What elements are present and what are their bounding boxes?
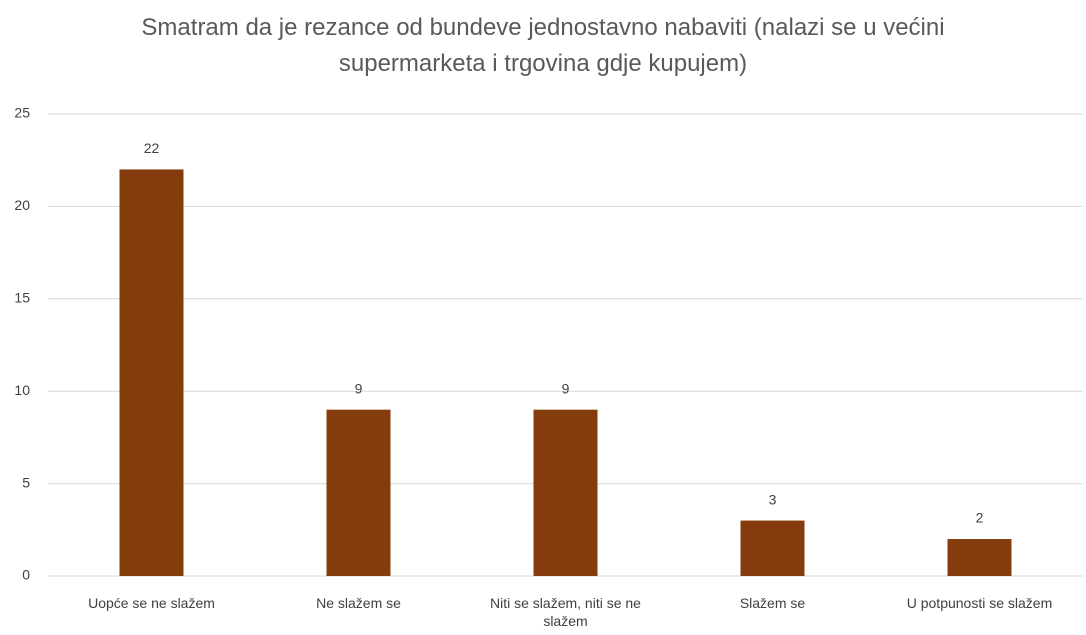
data-label: 9: [355, 380, 363, 396]
y-tick-label: 20: [14, 197, 30, 213]
x-tick-label: Uopće se ne slažem: [88, 595, 215, 611]
data-label: 3: [769, 491, 777, 507]
bar: [947, 539, 1012, 576]
data-label: 2: [976, 510, 984, 526]
y-tick-label: 0: [22, 567, 30, 583]
x-tick-label: Ne slažem se: [316, 595, 401, 611]
x-tick-label: Niti se slažem, niti se ne slažem: [490, 595, 641, 629]
bar: [740, 520, 805, 576]
bar: [326, 409, 391, 576]
data-label: 9: [562, 380, 570, 396]
y-tick-label: 5: [22, 474, 30, 490]
y-tick-label: 10: [14, 382, 30, 398]
y-tick-label: 25: [14, 105, 30, 121]
x-tick-label: Slažem se: [739, 595, 806, 611]
bar: [533, 409, 598, 576]
data-label: 22: [144, 140, 160, 156]
x-tick-label: U potpunosti se slažem: [906, 595, 1053, 611]
y-tick-label: 15: [14, 290, 30, 306]
chart-title: Smatram da je rezance od bundeve jednost…: [141, 14, 945, 77]
bar: [119, 169, 184, 576]
